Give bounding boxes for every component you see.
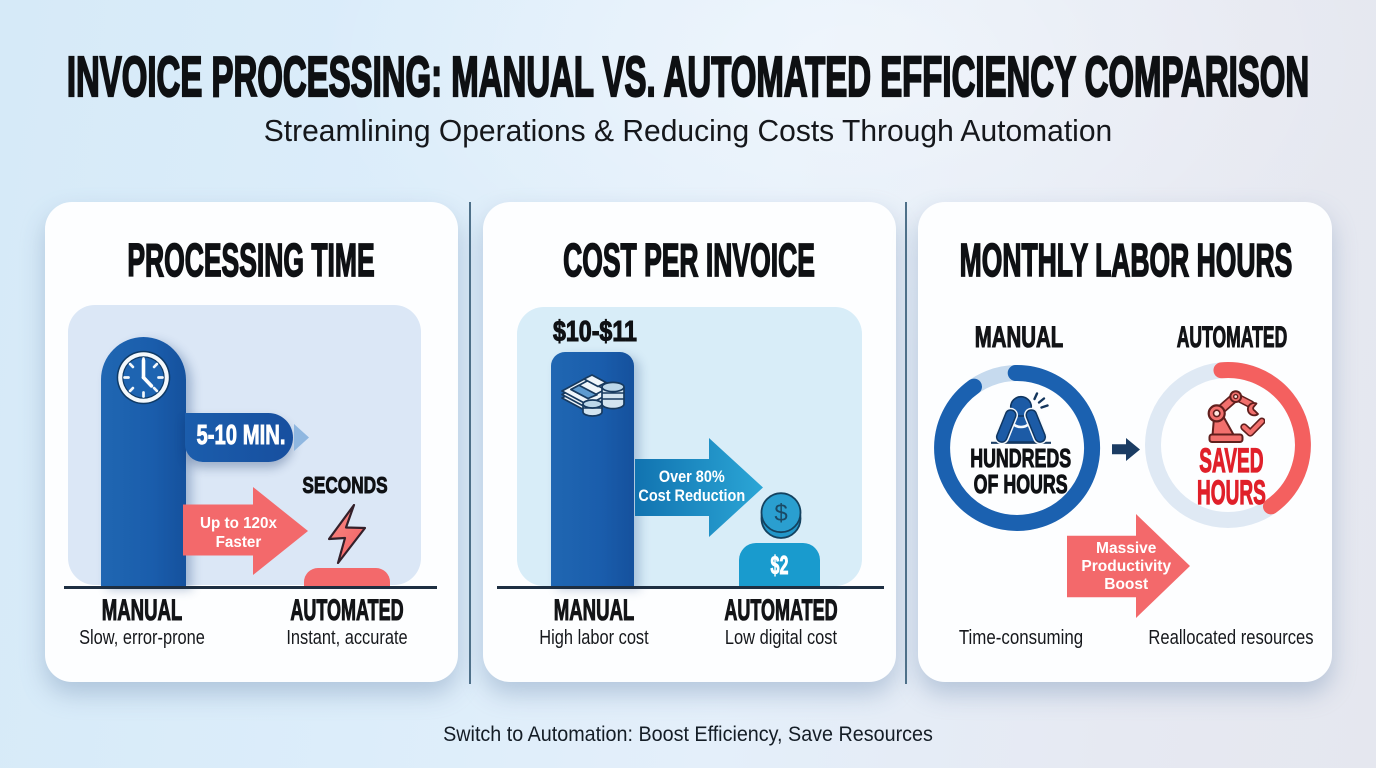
svg-text:$: $ [774,500,787,527]
